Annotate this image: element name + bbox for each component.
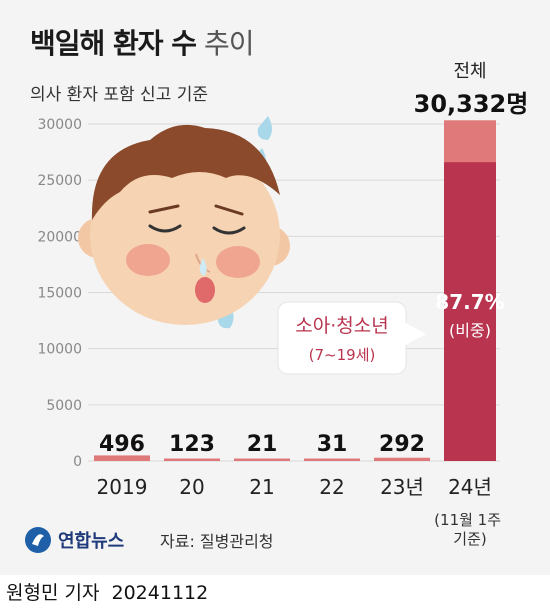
- y-tick-label: 0: [73, 454, 82, 470]
- yonhap-logo-icon: [25, 527, 51, 553]
- y-tick-label: 30000: [37, 117, 82, 133]
- pediatric-callout: 소아·청소년 (7~19세) 87.7% (비중): [277, 290, 505, 375]
- total-value: 30,332명: [413, 90, 529, 118]
- total-label: 전체: [453, 61, 487, 82]
- value-labels: 496 123 21 31 292: [99, 432, 425, 457]
- chart-title: 백일해 환자 수 추이: [30, 22, 254, 62]
- right-eye: [212, 226, 246, 235]
- left-eye: [148, 224, 182, 233]
- y-tick-label: 10000: [37, 342, 82, 358]
- coughing-mouth: [195, 277, 215, 303]
- x-tick-label: 2019: [97, 475, 148, 499]
- share-value: 87.7%: [435, 290, 504, 314]
- title-light: 추이: [203, 27, 255, 60]
- right-cheek-blush: [216, 246, 260, 278]
- bars: [94, 120, 496, 462]
- bar-pediatric-share: [444, 162, 496, 462]
- x-tick-label: 22: [319, 475, 344, 499]
- bar: [234, 458, 290, 461]
- value-label: 292: [379, 432, 425, 457]
- y-tick-label: 25000: [37, 173, 82, 189]
- x-tick-label: 24년: [448, 475, 492, 499]
- sick-child-illustration: [78, 116, 290, 329]
- sweat-drop: [257, 116, 272, 140]
- bar: [304, 458, 360, 461]
- category-note: (11월 1주 기준): [434, 511, 506, 548]
- reporter-name: 원형민 기자: [6, 582, 100, 604]
- bar: [374, 457, 430, 461]
- share-label: (비중): [449, 321, 491, 340]
- face: [90, 145, 280, 325]
- chart-subtitle: 의사 환자 포함 신고 기준: [30, 85, 209, 105]
- category-note-line-2: 기준): [453, 530, 486, 548]
- runny-nose: [199, 258, 207, 276]
- publish-date: 20241112: [111, 582, 209, 604]
- bar: [94, 455, 150, 461]
- value-label: 496: [99, 432, 145, 457]
- category-note-line-1: (11월 1주: [434, 511, 501, 529]
- y-tick-label: 15000: [37, 286, 82, 302]
- callout-range: (7~19세): [309, 346, 376, 364]
- bar-chart: 0 5000 10000 15000 20000 25000 30000 496 123 21 3…: [37, 116, 506, 548]
- value-label: 123: [169, 432, 215, 457]
- y-axis-ticks: 0 5000 10000 15000 20000 25000 30000: [37, 117, 82, 470]
- callout-label: 소아·청소년: [295, 315, 388, 337]
- y-tick-label: 5000: [46, 398, 82, 414]
- grid-lines: [88, 123, 500, 462]
- byline: 원형민 기자 20241112: [6, 578, 208, 605]
- x-tick-label: 21: [249, 475, 274, 499]
- value-label: 21: [247, 432, 278, 457]
- right-eyebrow: [214, 204, 244, 216]
- x-tick-label: 23년: [380, 475, 424, 499]
- source-text: 자료: 질병관리청: [160, 532, 274, 551]
- value-label: 31: [317, 432, 348, 457]
- bar: [164, 458, 220, 461]
- x-axis-ticks: 2019 20 21 22 23년 24년: [97, 475, 492, 499]
- x-tick-label: 20: [179, 475, 204, 499]
- title-bold: 백일해 환자 수: [30, 27, 197, 60]
- callout-pointer: [404, 322, 426, 346]
- source-brand: 연합뉴스: [58, 531, 125, 552]
- hair: [91, 124, 280, 220]
- y-tick-label: 20000: [37, 229, 82, 245]
- left-eyebrow: [148, 204, 180, 214]
- left-cheek-blush: [126, 244, 170, 276]
